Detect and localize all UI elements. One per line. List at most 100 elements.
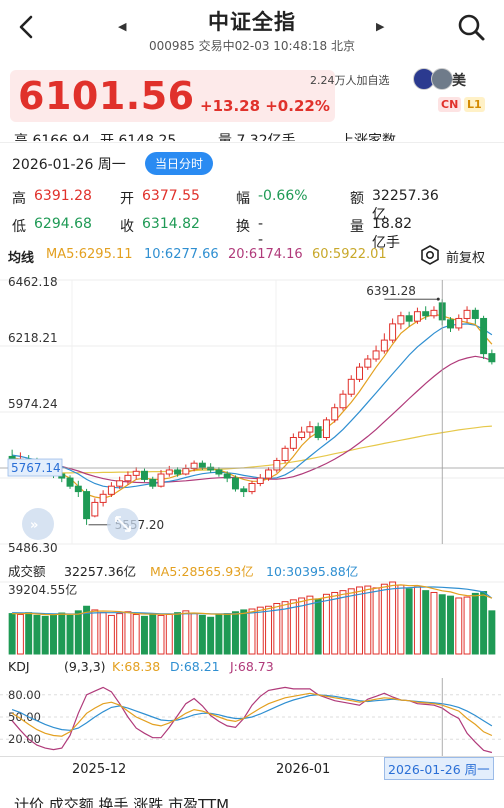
candle	[124, 471, 132, 485]
detail-label: 收	[120, 219, 134, 235]
candle-body	[331, 407, 339, 421]
collapse-icon: »	[30, 518, 38, 533]
volume-bar	[182, 610, 190, 655]
candle-body	[455, 317, 463, 329]
volume-bar	[265, 605, 273, 655]
high-marker-label: 6391.28	[366, 284, 416, 298]
candle-body	[380, 339, 388, 352]
volume-ma10-line	[12, 586, 493, 615]
intraday-button[interactable]: 当日分时	[145, 152, 214, 175]
candle	[240, 486, 248, 498]
candle-body	[389, 323, 397, 341]
volume-bar	[66, 614, 74, 655]
volume-bar	[132, 614, 140, 655]
candle-body	[207, 466, 215, 471]
candle	[231, 475, 239, 492]
volume-ma5: MA5:28565.93亿	[150, 564, 254, 579]
candle-body	[116, 480, 124, 487]
volume-bar	[190, 613, 198, 655]
candle	[74, 480, 82, 498]
volume-bar	[174, 612, 182, 655]
volume-axis-top: 39204.55亿	[8, 582, 77, 597]
candle-body	[174, 469, 182, 475]
previous-stock-arrow-icon[interactable]: ◀	[118, 20, 127, 33]
detail-label: 量	[350, 219, 364, 235]
candle-body	[356, 366, 364, 380]
candlestick-chart[interactable]: 6462.18 6218.21 5974.24 5486.30 5767.14 6391.…	[0, 268, 504, 558]
y-tick-label: 5486.30	[8, 541, 58, 555]
ma-label[interactable]: 均线	[8, 251, 35, 266]
candle-body	[314, 426, 322, 438]
volume-chart[interactable]: 39204.55亿	[0, 578, 504, 656]
kdj-j-line	[11, 686, 493, 754]
volume-bar	[347, 588, 355, 655]
volume-legend: 成交额 32257.36亿 MA5:28565.93亿 10:30395.88亿	[0, 560, 504, 579]
volume-label[interactable]: 成交额	[8, 564, 46, 579]
candle-body	[447, 319, 454, 329]
candle-body	[347, 378, 355, 395]
volume-bar	[198, 614, 206, 655]
candle-body	[215, 469, 223, 475]
bottom-tabs-text[interactable]: 计价 成交额 换手 涨跌 市盈TTM	[14, 796, 230, 808]
time-axis: 2025-12 2026-01 2026-01-26 周一	[0, 756, 504, 783]
candle	[265, 467, 273, 481]
candle-body	[364, 358, 372, 368]
detail-value: 6294.68	[34, 216, 92, 232]
candle-body	[157, 473, 165, 487]
candle-body	[66, 477, 74, 487]
restore-rights-toggle[interactable]: 前复权	[446, 251, 486, 266]
candle-body	[99, 493, 107, 503]
level-tag-l1: L1	[464, 97, 485, 112]
detail-value: -0.66%	[258, 188, 308, 204]
candle-body	[463, 309, 471, 319]
volume-bar	[248, 608, 256, 655]
candle-body	[83, 491, 91, 520]
us-market-link[interactable]: 美	[452, 73, 466, 89]
search-icon[interactable]	[456, 12, 486, 42]
candle-body	[265, 469, 273, 479]
kdj-label[interactable]: KDJ	[8, 659, 30, 674]
price-change: +13.28 +0.22%	[200, 97, 330, 115]
watchlist-count: 2.24万人加自选	[310, 74, 390, 87]
settings-icon[interactable]	[420, 245, 440, 265]
candle-body	[190, 462, 198, 470]
candle	[372, 345, 380, 362]
candle-body	[397, 315, 405, 325]
stat-advancers: 上涨家数	[340, 133, 396, 141]
candle-body	[132, 470, 140, 476]
volume-ma5-line	[12, 584, 493, 616]
detail-value: 6391.28	[34, 188, 92, 204]
candle	[99, 490, 107, 507]
bottom-tab-strip[interactable]: 计价 成交额 换手 涨跌 市盈TTM	[0, 790, 504, 808]
market-tag-cn: CN	[438, 97, 462, 112]
candle	[480, 315, 488, 360]
candle-body	[480, 317, 488, 355]
kdj-k: K:68.38	[112, 659, 161, 674]
next-stock-arrow-icon[interactable]: ▶	[376, 20, 385, 33]
back-arrow-icon[interactable]	[14, 14, 40, 40]
candle-body	[372, 350, 380, 360]
volume-bar	[99, 612, 107, 655]
candle	[397, 311, 405, 330]
volume-bar	[124, 611, 132, 655]
candle-body	[471, 309, 479, 319]
detail-label: 开	[120, 191, 134, 207]
detail-label: 换	[236, 219, 250, 235]
detail-value: 6314.82	[142, 216, 200, 232]
volume-bar	[488, 610, 496, 655]
candle	[455, 314, 463, 331]
volume-bar	[413, 586, 421, 655]
volume-bar	[215, 614, 223, 655]
candle-body	[165, 469, 173, 475]
candle	[422, 306, 430, 320]
candle	[223, 471, 231, 483]
volume-bar	[281, 601, 289, 655]
candle	[347, 375, 355, 397]
ma20-line	[12, 355, 493, 484]
volume-bar	[438, 594, 446, 655]
collapse-button[interactable]	[22, 508, 54, 540]
detail-label: 幅	[236, 191, 250, 207]
candle	[471, 307, 479, 324]
candle-body	[273, 459, 281, 471]
